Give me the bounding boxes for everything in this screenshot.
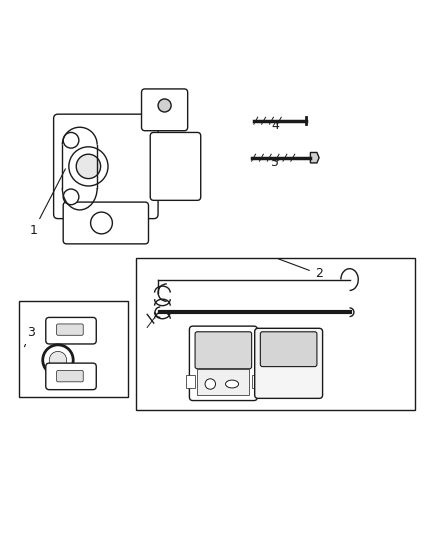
Text: 2: 2 <box>278 259 323 280</box>
FancyBboxPatch shape <box>63 202 148 244</box>
FancyBboxPatch shape <box>254 328 322 398</box>
FancyBboxPatch shape <box>150 133 201 200</box>
Circle shape <box>69 147 108 186</box>
FancyBboxPatch shape <box>141 89 187 131</box>
FancyBboxPatch shape <box>260 332 317 367</box>
Circle shape <box>91 212 113 234</box>
Circle shape <box>63 133 79 148</box>
Polygon shape <box>311 152 319 163</box>
FancyBboxPatch shape <box>57 370 83 382</box>
Bar <box>197 369 250 395</box>
Bar <box>186 375 195 389</box>
FancyBboxPatch shape <box>53 114 158 219</box>
FancyBboxPatch shape <box>189 326 257 400</box>
Text: 5: 5 <box>271 156 279 169</box>
Circle shape <box>158 99 171 112</box>
Bar <box>19 301 127 397</box>
Circle shape <box>205 379 215 389</box>
Text: 4: 4 <box>271 119 279 132</box>
Bar <box>136 258 415 410</box>
Bar <box>252 375 260 389</box>
FancyBboxPatch shape <box>46 363 96 390</box>
Circle shape <box>76 154 101 179</box>
Text: 3: 3 <box>25 326 35 346</box>
Ellipse shape <box>226 380 239 388</box>
Circle shape <box>43 345 73 375</box>
FancyBboxPatch shape <box>46 318 96 344</box>
FancyBboxPatch shape <box>195 332 252 369</box>
FancyBboxPatch shape <box>57 324 83 335</box>
Circle shape <box>63 189 79 205</box>
Circle shape <box>49 351 67 369</box>
Text: 1: 1 <box>30 169 65 237</box>
